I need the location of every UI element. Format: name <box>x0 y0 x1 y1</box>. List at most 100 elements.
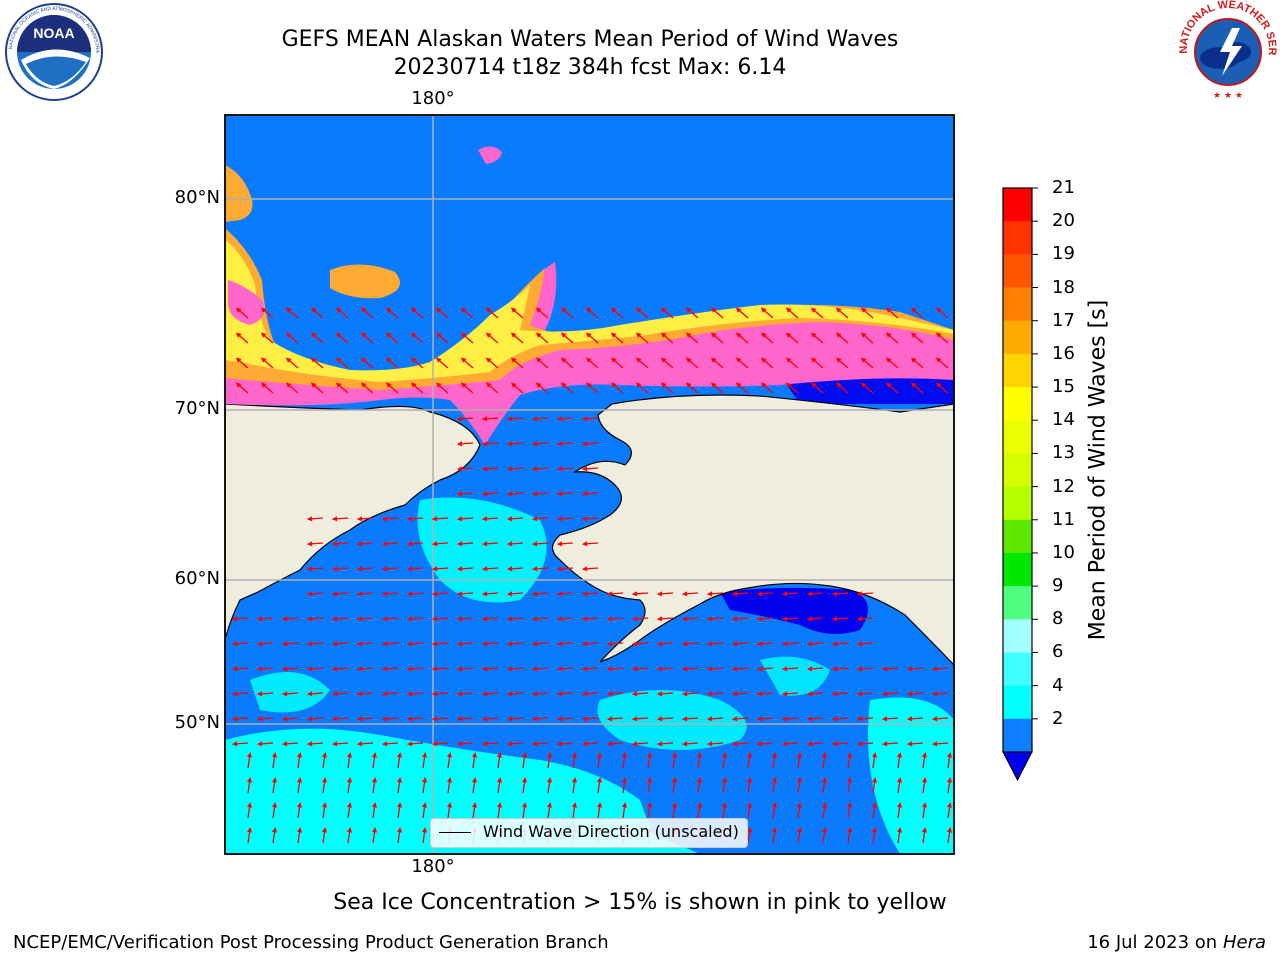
wind-wave-arrow <box>721 802 728 819</box>
wind-wave-arrow <box>410 307 424 319</box>
wind-wave-arrow <box>506 591 524 597</box>
wind-wave-arrow <box>581 441 599 447</box>
wind-wave-arrow <box>371 827 378 844</box>
wind-wave-arrow <box>356 516 374 522</box>
colorbar-tick-label: 13 <box>1052 442 1075 464</box>
wind-wave-arrow <box>706 591 724 597</box>
wind-wave-arrow <box>556 466 574 472</box>
wind-wave-arrow <box>521 777 528 794</box>
wind-wave-arrow <box>396 827 403 844</box>
wind-wave-arrow <box>796 777 803 794</box>
wind-wave-arrow <box>831 741 849 747</box>
wind-wave-arrow <box>581 541 599 547</box>
wind-wave-arrow <box>706 616 724 622</box>
wind-wave-arrow <box>256 616 274 622</box>
wind-wave-arrow <box>831 666 849 672</box>
wind-wave-arrow <box>335 357 349 369</box>
wind-wave-arrow <box>281 666 299 672</box>
wind-wave-arrow <box>606 616 624 622</box>
wind-wave-arrow <box>571 752 578 769</box>
wind-wave-arrow <box>531 516 549 522</box>
wind-wave-arrow <box>831 641 849 647</box>
wind-wave-arrow <box>560 307 574 319</box>
colorbar-extend-triangle <box>1002 751 1033 782</box>
wind-wave-arrow <box>831 716 849 722</box>
wind-wave-arrow <box>306 616 324 622</box>
wind-wave-arrow <box>410 382 424 394</box>
wind-wave-arrow <box>456 516 474 522</box>
wind-wave-arrow <box>660 357 674 369</box>
legend-line-swatch <box>439 832 471 833</box>
colorbar-band <box>1003 685 1032 720</box>
wind-wave-arrow <box>356 741 374 747</box>
lat-label-80: 80°N <box>174 187 220 208</box>
wind-wave-arrow <box>706 716 724 722</box>
wind-wave-arrow <box>306 566 324 572</box>
wind-wave-arrow <box>906 716 924 722</box>
wind-wave-arrow <box>806 641 824 647</box>
wind-wave-arrow <box>581 716 599 722</box>
wind-wave-arrow <box>331 691 349 697</box>
wind-wave-arrow <box>556 616 574 622</box>
wind-wave-arrow <box>235 357 249 369</box>
wind-wave-arrow <box>506 666 524 672</box>
wind-wave-arrow <box>431 741 449 747</box>
wind-wave-arrow <box>271 777 278 794</box>
wind-wave-arrow <box>585 332 599 344</box>
wind-wave-arrow <box>506 716 524 722</box>
wind-wave-arrow <box>646 752 653 769</box>
wind-wave-arrow <box>581 466 599 472</box>
wind-wave-arrow <box>456 616 474 622</box>
wind-wave-arrow <box>310 382 324 394</box>
wind-wave-arrow <box>710 382 724 394</box>
wind-wave-arrow <box>685 332 699 344</box>
wind-wave-arrow <box>535 307 549 319</box>
wind-wave-arrow <box>231 641 249 647</box>
colorbar-band <box>1003 221 1032 255</box>
wind-wave-arrow <box>635 307 649 319</box>
wind-wave-arrow <box>331 566 349 572</box>
wind-wave-arrow <box>435 382 449 394</box>
wind-wave-arrow <box>581 566 599 572</box>
wind-wave-arrow <box>410 332 424 344</box>
wind-wave-arrow <box>321 777 328 794</box>
colorbar-tick-label: 15 <box>1052 376 1075 398</box>
wind-wave-arrow <box>660 307 674 319</box>
wind-wave-arrow <box>231 741 249 747</box>
wind-wave-arrow <box>806 591 824 597</box>
wind-wave-arrow <box>396 802 403 819</box>
colorbar-tick-label: 21 <box>1052 177 1075 198</box>
wind-wave-arrow <box>946 752 953 769</box>
wind-wave-arrow <box>731 641 749 647</box>
colorbar-band <box>1003 320 1032 355</box>
wind-wave-arrow <box>510 382 524 394</box>
wind-wave-arrow <box>306 641 324 647</box>
wind-wave-arrow <box>306 591 324 597</box>
wind-wave-arrow <box>871 752 878 769</box>
wind-wave-arrow <box>281 641 299 647</box>
wind-wave-arrow <box>585 357 599 369</box>
wind-wave-arrow <box>260 382 274 394</box>
wind-wave-arrow <box>356 666 374 672</box>
wind-wave-arrow <box>231 666 249 672</box>
wind-wave-arrow <box>331 516 349 522</box>
wind-wave-arrow <box>535 357 549 369</box>
colorbar-band <box>1003 519 1032 554</box>
wind-wave-arrow <box>560 332 574 344</box>
colorbar-band <box>1003 718 1032 753</box>
wind-wave-arrow <box>310 307 324 319</box>
wind-wave-arrow <box>510 307 524 319</box>
colorbar-band <box>1003 586 1032 620</box>
wind-wave-arrow <box>946 802 953 819</box>
wind-wave-arrow <box>481 691 499 697</box>
wind-wave-arrow <box>396 777 403 794</box>
wind-wave-arrow <box>810 307 824 319</box>
wind-wave-arrow <box>456 641 474 647</box>
wind-wave-arrow <box>406 541 424 547</box>
wind-wave-arrow <box>471 802 478 819</box>
caption: Sea Ice Concentration > 15% is shown in … <box>333 890 947 915</box>
wind-wave-arrow <box>906 691 924 697</box>
wind-wave-arrow <box>381 741 399 747</box>
wind-wave-arrow <box>396 752 403 769</box>
